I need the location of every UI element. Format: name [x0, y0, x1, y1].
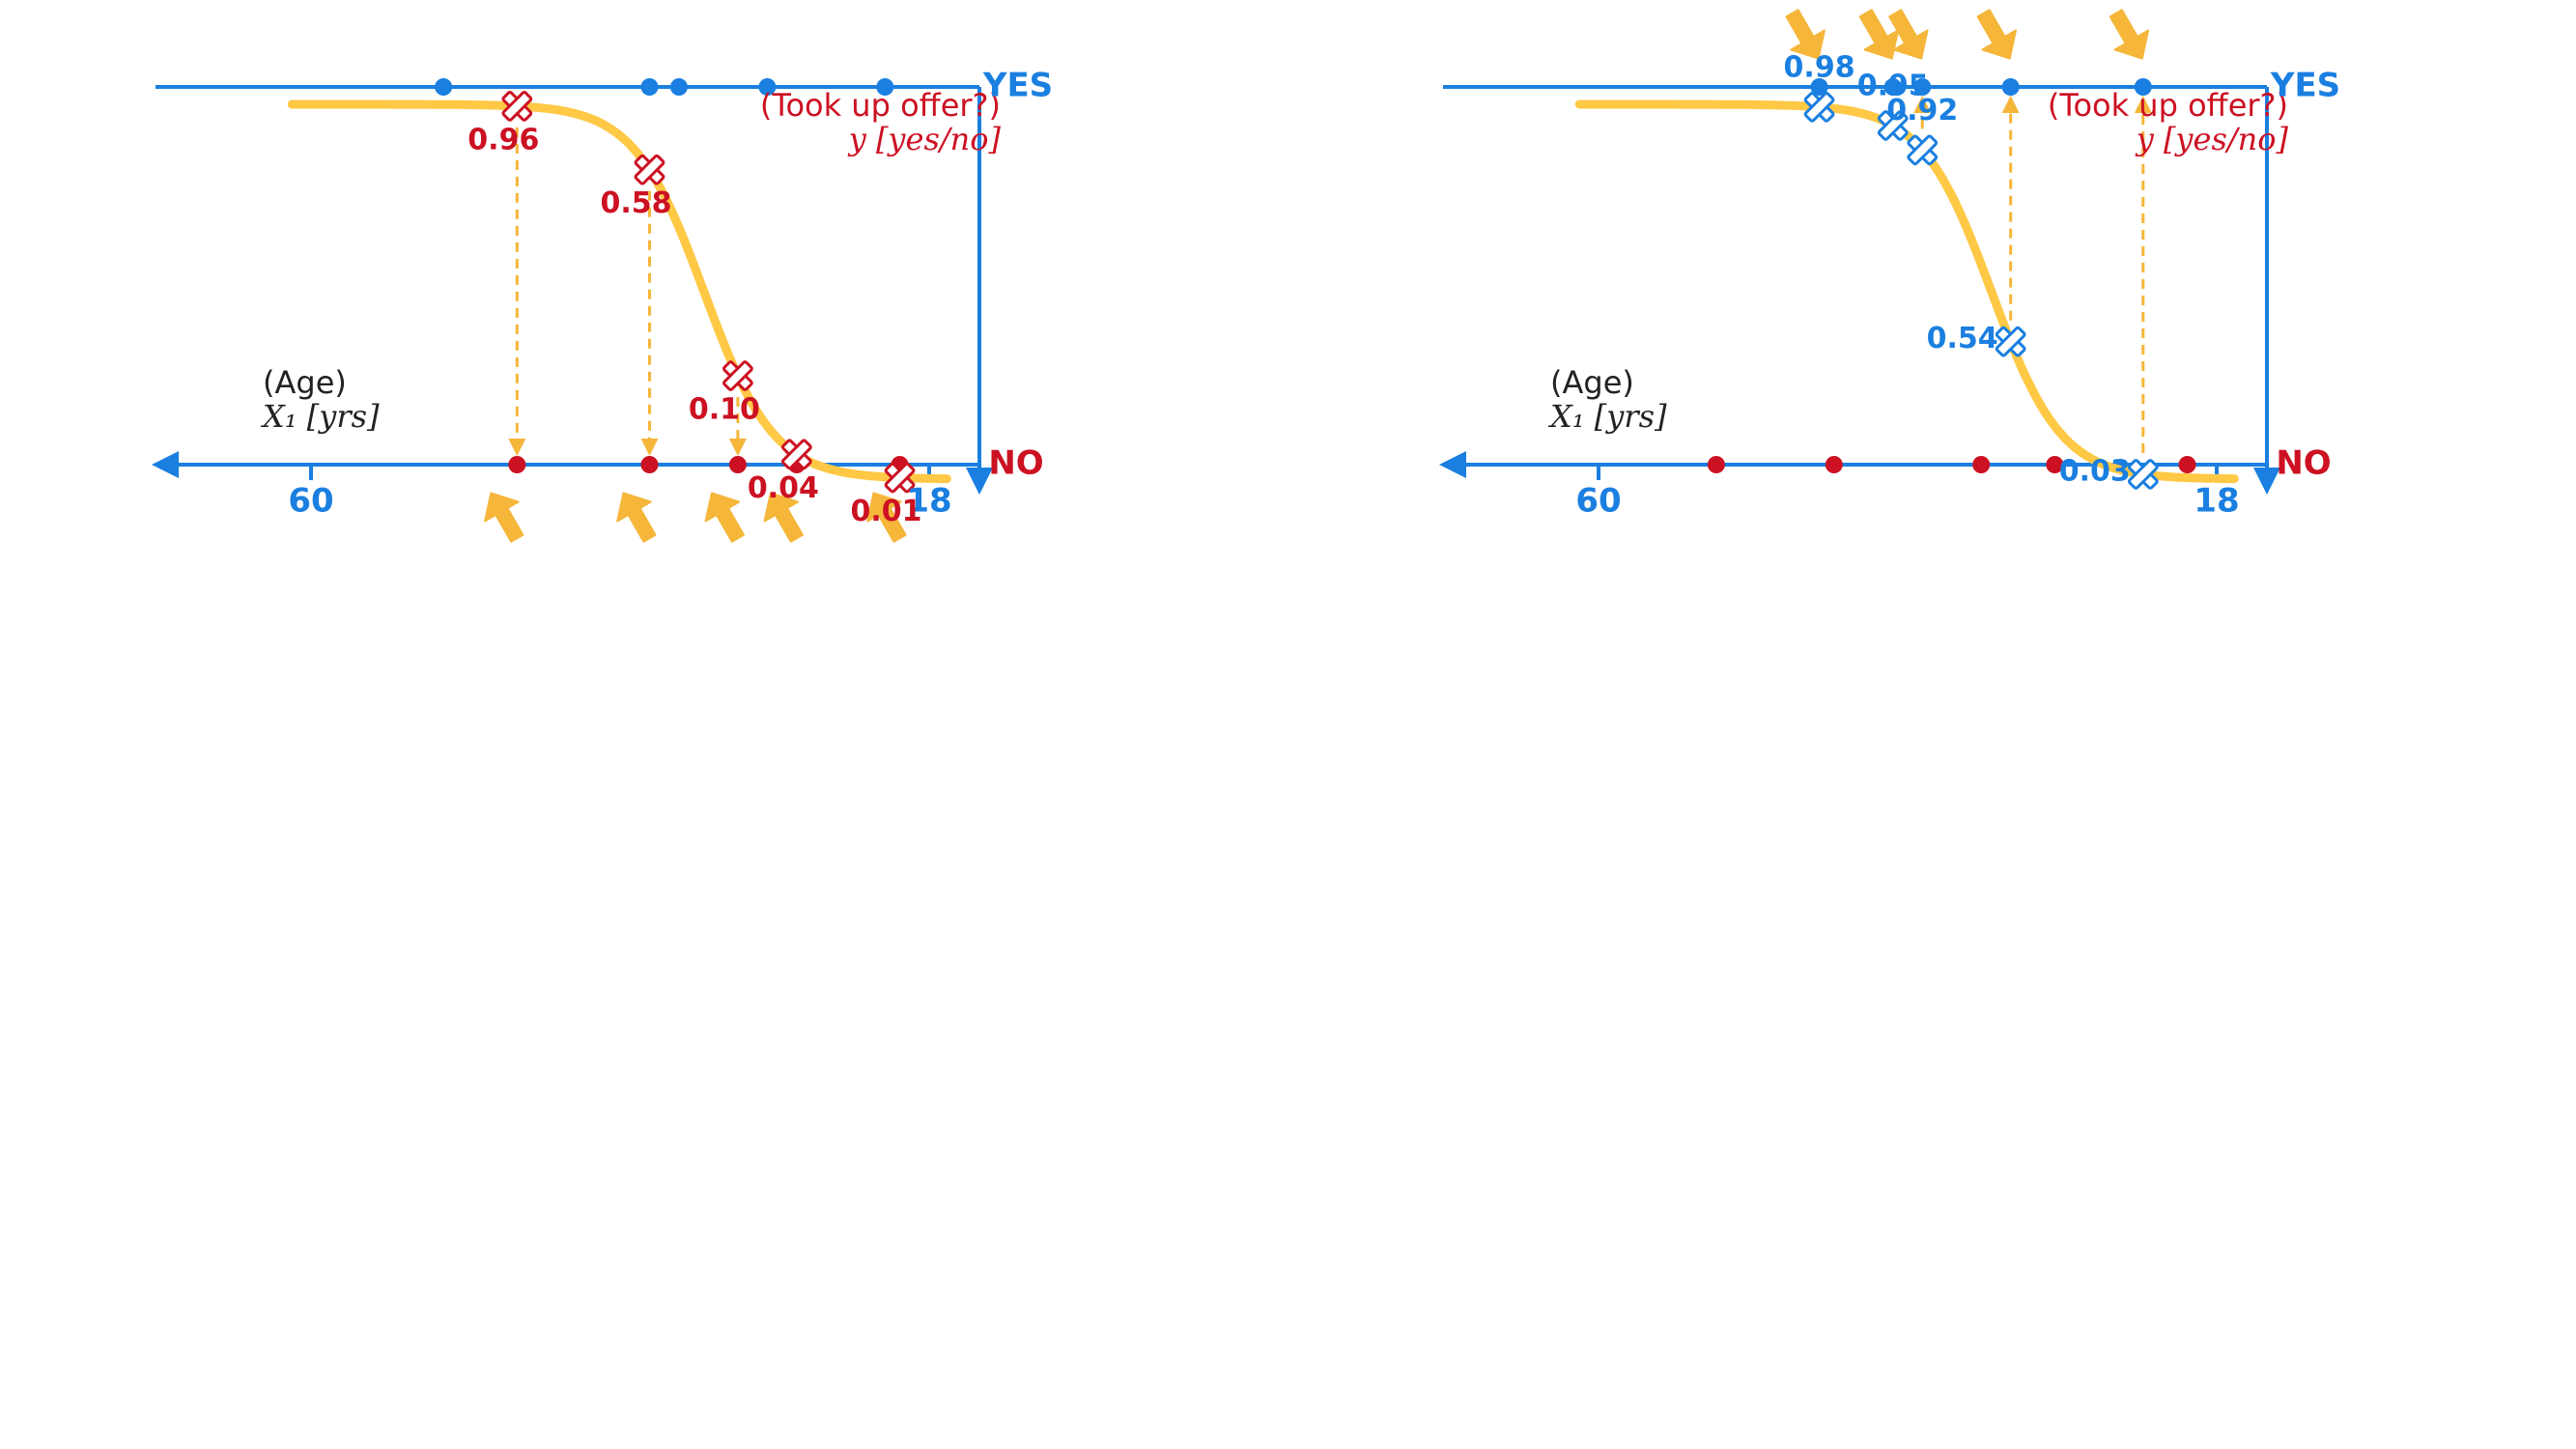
pointer-arrow	[1785, 9, 1826, 60]
probability-label: 0.01	[851, 495, 922, 528]
tick-label-60: 60	[288, 482, 333, 521]
yes-point	[2134, 78, 2152, 96]
x-axis-label-line1: X₁ [yrs]	[260, 398, 380, 435]
tick-label-18: 18	[2194, 482, 2239, 521]
yes-point	[1810, 78, 1828, 96]
no-point	[2046, 456, 2064, 473]
pointer-arrow	[1976, 9, 2017, 60]
no-point	[728, 456, 747, 473]
probability-label: 0.54	[1927, 322, 1998, 355]
no-point	[1825, 456, 1843, 473]
chart-panel-no: y [yes/no] (Took up offer?) YES NO 18 60…	[152, 67, 1053, 543]
sigmoid-curve	[1574, 99, 2239, 484]
no-point	[1972, 456, 1991, 473]
yes-point	[669, 78, 688, 96]
sigmoid-curve	[287, 99, 951, 484]
x-axis-label-line1: X₁ [yrs]	[1547, 398, 1667, 435]
pointer-arrow	[1858, 9, 1900, 60]
no-point	[508, 456, 526, 473]
pointer-arrow	[1888, 9, 1929, 60]
probability-label: 0.96	[467, 123, 539, 156]
probability-cross-mark	[1995, 326, 2026, 357]
no-point	[2178, 456, 2196, 473]
no-label: NO	[2276, 444, 2331, 483]
probability-label: 0.10	[689, 393, 760, 427]
tick-label-18: 18	[906, 482, 951, 521]
pointer-arrow	[866, 492, 907, 543]
y-axis-label-line1: y [yes/no]	[2135, 121, 2289, 157]
yes-point	[758, 78, 777, 96]
y-axis-label-line2: (Took up offer?)	[2048, 87, 2288, 124]
yes-point	[1913, 78, 1932, 96]
probability-cross-mark	[780, 439, 812, 470]
yes-point	[2001, 78, 2020, 96]
no-point	[1707, 456, 1725, 473]
probability-cross-mark	[634, 154, 665, 185]
x-axis-label-line2: (Age)	[1550, 364, 1634, 401]
probability-cross-mark	[501, 90, 533, 122]
probability-cross-mark	[884, 462, 916, 494]
probability-cross-mark	[2127, 459, 2159, 490]
pointer-arrow	[763, 492, 804, 543]
y-axis-label-line2: (Took up offer?)	[760, 87, 1001, 124]
probability-label: 0.04	[748, 471, 819, 505]
probability-label: 0.98	[1784, 50, 1855, 84]
probability-label: 0.95	[1857, 69, 1929, 102]
yes-point	[640, 78, 659, 96]
yes-label: YES	[982, 67, 1053, 105]
probability-cross-mark	[1877, 110, 1909, 141]
x-axis-label-line2: (Age)	[263, 364, 347, 401]
probability-cross-mark	[1803, 91, 1835, 123]
probability-label: 0.03	[2059, 454, 2131, 488]
chart-panel-yes: y [yes/no] (Took up offer?) YES NO 18 60…	[1439, 9, 2340, 521]
yes-point	[435, 78, 453, 96]
yes-point	[1883, 78, 1902, 96]
probability-cross-mark	[722, 360, 753, 391]
pointer-arrow	[616, 492, 657, 543]
no-label: NO	[988, 444, 1043, 483]
no-point	[640, 456, 659, 473]
probability-label: 0.92	[1886, 94, 1958, 128]
yes-label: YES	[2270, 67, 2340, 105]
probability-cross-mark	[1907, 134, 1939, 166]
pointer-arrow	[484, 492, 524, 543]
yes-point	[876, 78, 894, 96]
tick-label-60: 60	[1575, 482, 1621, 521]
probability-label: 0.58	[600, 186, 671, 220]
y-axis-label-line1: y [yes/no]	[847, 121, 1002, 157]
pointer-arrow	[2109, 9, 2150, 60]
pointer-arrow	[704, 492, 745, 543]
